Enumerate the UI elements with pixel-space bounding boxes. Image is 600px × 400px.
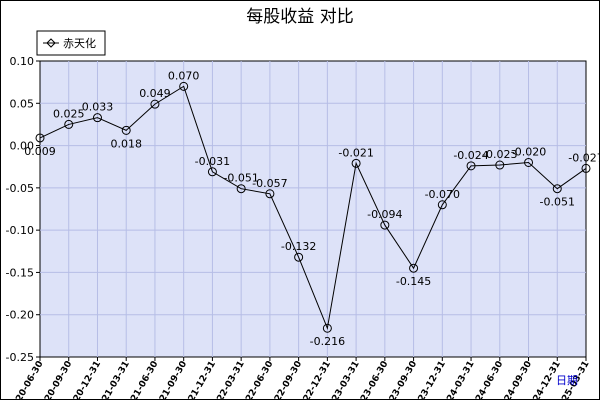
- plot-area: [39, 60, 587, 358]
- data-label: -0.024: [453, 149, 488, 162]
- data-label: -0.031: [195, 155, 230, 168]
- data-point[interactable]: [322, 323, 332, 333]
- series-group: [35, 81, 591, 333]
- data-point[interactable]: [236, 184, 246, 194]
- chart-title: 每股收益 对比: [246, 7, 353, 27]
- data-label: -0.020: [511, 145, 546, 158]
- data-label: -0.057: [252, 177, 287, 190]
- data-label: -0.021: [338, 146, 373, 159]
- y-tick-label: -0.15: [6, 266, 34, 279]
- y-tick-label: -0.05: [6, 182, 34, 195]
- data-label: 0.033: [82, 101, 114, 114]
- data-point[interactable]: [179, 81, 189, 91]
- x-tick-label: 2020-06-30: [8, 360, 45, 400]
- data-label: -0.023: [482, 148, 517, 161]
- data-point[interactable]: [64, 119, 74, 129]
- data-point[interactable]: [552, 184, 562, 194]
- x-axis-label: 日期: [556, 374, 578, 387]
- data-point[interactable]: [581, 163, 591, 173]
- data-point[interactable]: [207, 167, 217, 177]
- data-point[interactable]: [380, 220, 390, 230]
- grid-lines: [40, 61, 586, 357]
- legend-entry: 赤天化: [63, 36, 96, 50]
- data-point[interactable]: [409, 263, 419, 273]
- data-label: -0.027: [568, 151, 600, 164]
- data-point[interactable]: [92, 113, 102, 123]
- data-point[interactable]: [495, 160, 505, 170]
- series-line: [39, 85, 587, 331]
- data-label: -0.094: [367, 208, 402, 221]
- data-label: -0.070: [425, 188, 460, 201]
- data-point[interactable]: [351, 158, 361, 168]
- data-label: 0.070: [168, 69, 200, 82]
- data-point[interactable]: [265, 189, 275, 199]
- data-point[interactable]: [35, 133, 45, 143]
- y-tick-label: 0.10: [10, 55, 35, 68]
- data-point[interactable]: [437, 200, 447, 210]
- data-point[interactable]: [150, 99, 160, 109]
- data-label: -0.051: [223, 172, 258, 185]
- data-label: 0.009: [24, 145, 56, 158]
- y-tick-label: 0.05: [10, 97, 35, 110]
- data-point[interactable]: [294, 252, 304, 262]
- data-point[interactable]: [466, 161, 476, 171]
- legend[interactable]: 赤天化: [36, 30, 106, 56]
- y-tick-label: 0.00: [10, 140, 35, 153]
- y-axis: 0.10 0.05 0.00 -0.05 -0.10 -0.15 -0.20 -0.25: [6, 55, 40, 364]
- data-label: 0.025: [53, 107, 85, 120]
- data-label: 0.018: [110, 137, 142, 150]
- y-tick-label: -0.25: [6, 351, 34, 364]
- x-axis: 2020-06-302020-09-302020-12-312021-03-31…: [8, 357, 592, 400]
- y-tick-label: -0.20: [6, 309, 34, 322]
- legend-diamond-marker-icon: [46, 38, 56, 48]
- data-label: 0.049: [139, 87, 171, 100]
- data-point[interactable]: [121, 125, 131, 135]
- data-label: -0.216: [310, 335, 345, 348]
- y-tick-label: -0.10: [6, 224, 34, 237]
- data-label: -0.145: [396, 275, 431, 288]
- data-point[interactable]: [524, 157, 534, 167]
- data-label: -0.051: [540, 196, 575, 209]
- data-label: -0.132: [281, 240, 316, 253]
